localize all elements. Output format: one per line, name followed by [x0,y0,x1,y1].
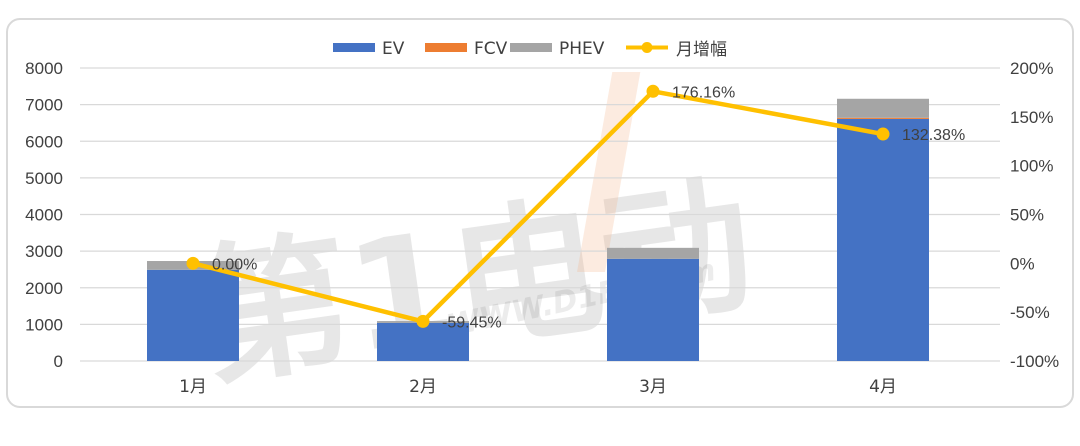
legend: EV FCV PHEV 月增幅 [333,39,727,60]
data-label: -59.45% [442,314,502,331]
bar-segment-ev [607,258,699,361]
growth-line: 0.00% -59.45% 176.16% 132.38% [186,84,965,331]
legend-label: EV [382,39,405,59]
left-tick-label: 6000 [25,132,63,151]
growth-line-path [192,89,884,324]
bar-segment-ev [837,118,929,361]
growth-point [416,314,430,328]
bar-segment-ev [377,322,469,361]
left-axis: 0 1000 2000 3000 4000 5000 6000 7000 8000 [25,59,63,371]
bar-segment-phev [607,247,699,259]
right-tick-label: 100% [1010,157,1053,176]
x-axis: 1月 2月 3月 4月 [179,377,897,397]
bar-segment-fcv [837,117,929,119]
left-tick-label: 0 [54,352,63,371]
legend-label: 月增幅 [676,40,727,60]
left-tick-label: 5000 [25,169,63,188]
right-tick-label: 0% [1010,254,1035,273]
legend-label: FCV [474,39,508,59]
bar-segment-phev [837,98,929,118]
growth-point [876,127,890,141]
x-tick-label: 1月 [179,377,207,397]
legend-swatch [333,43,375,52]
x-tick-label: 3月 [639,377,667,397]
growth-point [646,84,660,98]
x-tick-label: 4月 [869,377,897,397]
right-axis: -100% -50% 0% 50% 100% 150% 200% [1010,59,1059,371]
bars [147,98,929,361]
growth-point [186,256,200,270]
left-tick-label: 3000 [25,242,63,261]
data-label: 0.00% [212,256,257,273]
left-tick-label: 8000 [25,59,63,78]
right-tick-label: -50% [1010,303,1050,322]
data-label: 176.16% [672,84,735,101]
left-tick-label: 7000 [25,96,63,115]
right-tick-label: 200% [1010,59,1053,78]
right-tick-label: 50% [1010,206,1044,225]
right-tick-label: 150% [1010,108,1053,127]
left-tick-label: 1000 [25,315,63,334]
legend-marker [641,42,653,53]
data-label: 132.38% [902,127,965,144]
right-tick-label: -100% [1010,352,1059,371]
left-tick-label: 4000 [25,206,63,225]
bar-segment-ev [147,269,239,361]
left-tick-label: 2000 [25,279,63,298]
x-tick-label: 2月 [409,377,437,397]
legend-label: PHEV [559,39,605,59]
legend-swatch [510,43,552,52]
legend-swatch [425,43,467,52]
